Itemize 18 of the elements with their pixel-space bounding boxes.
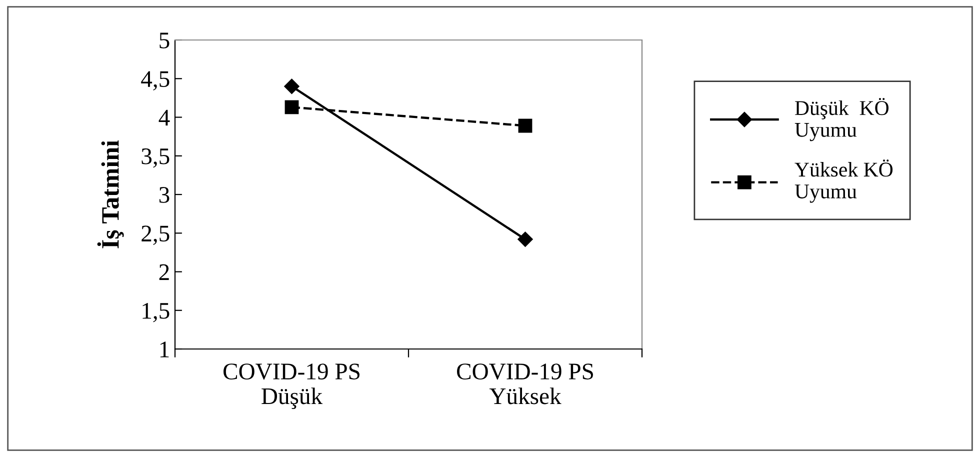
y-tick-label: 5 — [160, 32, 170, 48]
y-tick-label: 1,5 — [142, 302, 170, 322]
y-tick-label: 4 — [158, 110, 170, 126]
x-tick-label: COVID-19 PS Düşük — [224, 364, 360, 409]
y-axis-title: İş Tatmini — [97, 140, 124, 248]
point — [518, 232, 533, 247]
point — [284, 100, 299, 114]
y-tick-label: 4,5 — [141, 71, 170, 90]
y-tick-label: 2 — [159, 264, 169, 280]
y-tick-label: 1 — [160, 342, 169, 358]
point — [518, 118, 532, 133]
y-tick-label: 3 — [159, 187, 170, 203]
point — [284, 78, 300, 94]
legend-label: Yüksek KÖ Uyumu — [794, 160, 893, 203]
legend-label: Düşük KÖ Uyumu — [794, 98, 888, 142]
y-tick-label: 3,5 — [142, 148, 170, 168]
y-tick-label: 2,5 — [142, 226, 170, 245]
x-tick-label: COVID-19 PS Yüksek — [457, 364, 593, 404]
